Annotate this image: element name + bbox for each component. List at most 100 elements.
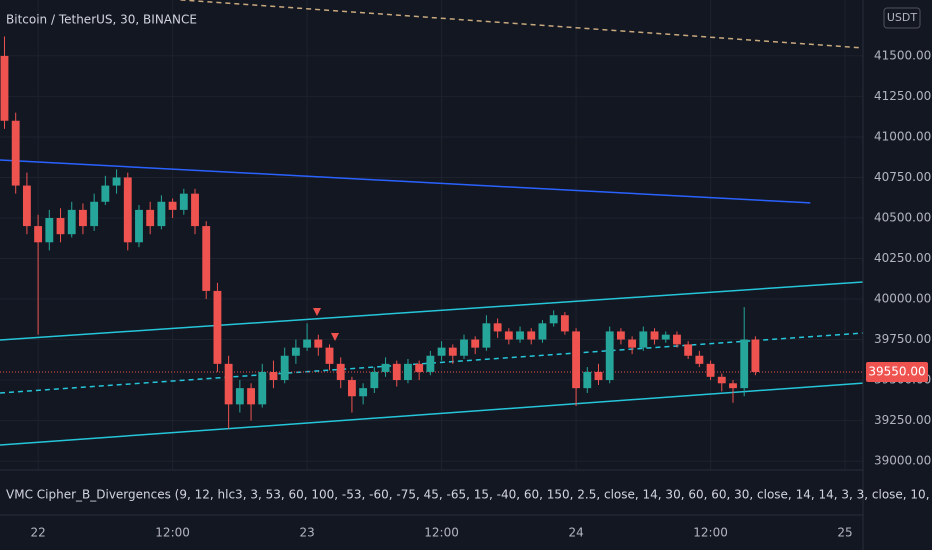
x-tick-label: 23 (299, 526, 314, 540)
candle-body (415, 363, 424, 372)
y-tick-label: 40500.00 (874, 210, 931, 224)
x-tick-label: 24 (568, 526, 583, 540)
candle-body (34, 226, 43, 243)
candle-body (673, 334, 681, 345)
candle-body (695, 355, 704, 364)
candle-body (381, 363, 390, 372)
y-tick-label: 41500.00 (874, 48, 931, 62)
candle-body (179, 193, 188, 210)
candle-body (348, 380, 356, 397)
candle-body (67, 209, 76, 235)
y-tick-label: 41000.00 (874, 129, 931, 143)
candle-body (146, 209, 155, 227)
candle-body (123, 177, 132, 243)
candle-body (404, 363, 412, 381)
candle-body (280, 355, 289, 381)
currency-badge[interactable] (883, 7, 921, 29)
price-label-box (866, 361, 928, 382)
candle-body (751, 339, 760, 372)
candle-body (79, 209, 87, 227)
candle-body (504, 331, 513, 340)
candle-body (11, 120, 20, 186)
candle-body (90, 201, 99, 227)
x-tick-label: 12:00 (424, 526, 459, 540)
candle-body (213, 290, 222, 364)
trend-line (0, 382, 863, 446)
candle-body (583, 371, 592, 389)
candle-body (437, 347, 446, 356)
candle-body (471, 339, 480, 348)
candle-body (168, 201, 177, 210)
candle-body (549, 315, 558, 324)
candle-body (247, 388, 255, 405)
y-tick-label: 41250.00 (874, 89, 931, 103)
candle-body (650, 331, 659, 340)
candle-body (628, 339, 637, 348)
y-tick-label: 40250.00 (874, 251, 931, 265)
candle-body (224, 363, 233, 405)
plot-area (0, 0, 863, 446)
x-tick-label: 12:00 (155, 526, 190, 540)
candle-body (684, 344, 693, 356)
y-tick-label: 40750.00 (874, 170, 931, 184)
candle-body (269, 371, 278, 381)
candle-body (336, 363, 345, 381)
candle-body (482, 323, 491, 348)
x-tick-label: 12:00 (693, 526, 728, 540)
candle-body (370, 371, 379, 389)
candle-body (359, 388, 368, 397)
candle-body (325, 347, 334, 364)
candle-body (56, 217, 65, 235)
candle-body (661, 334, 670, 340)
candle-body (303, 339, 312, 348)
candle-body (202, 226, 211, 291)
candle-body (460, 339, 468, 356)
candle-body (235, 388, 244, 405)
candle-body (314, 339, 323, 348)
candle-body (572, 331, 581, 389)
candle-body (448, 347, 457, 356)
candle-body (291, 347, 300, 356)
price-label: 39550.00 (868, 364, 925, 378)
x-tick-label: 25 (837, 526, 852, 540)
y-tick-label: 39250.00 (874, 413, 931, 427)
candle-body (639, 331, 648, 348)
candle-body (0, 55, 9, 121)
candle-body (191, 193, 199, 227)
candle-body (538, 323, 547, 340)
candle-body (740, 339, 749, 389)
candle-body (45, 217, 54, 243)
candle-body (560, 315, 569, 332)
candle-body (717, 376, 726, 384)
y-tick-label: 39000.00 (874, 454, 931, 468)
candle-body (112, 177, 121, 186)
grid (0, 0, 863, 470)
candle-body (22, 185, 31, 227)
candle-body (426, 355, 435, 372)
trend-line (180, 0, 863, 49)
candle-body (527, 331, 536, 340)
trend-line (0, 159, 811, 204)
candle-body (605, 331, 614, 381)
y-tick-label: 40000.00 (874, 292, 931, 306)
candle-body (135, 209, 143, 243)
candle-body (729, 383, 737, 389)
y-tick-label: 39750.00 (874, 332, 931, 346)
indicator-label: VMC Cipher_B_Divergences (9, 12, hlc3, 3… (6, 488, 932, 502)
candle-body (392, 363, 401, 381)
candle-body (706, 363, 715, 377)
candle-body (101, 185, 110, 202)
candle-body (516, 331, 524, 340)
signal-marker (331, 333, 339, 341)
candle-body (616, 331, 625, 340)
trend-line (0, 281, 863, 341)
currency-label: USDT (887, 11, 918, 24)
candle-body (258, 371, 267, 405)
signal-marker (313, 308, 321, 316)
candle-body (157, 201, 166, 227)
candle-body (493, 323, 502, 332)
x-tick-label: 22 (30, 526, 45, 540)
